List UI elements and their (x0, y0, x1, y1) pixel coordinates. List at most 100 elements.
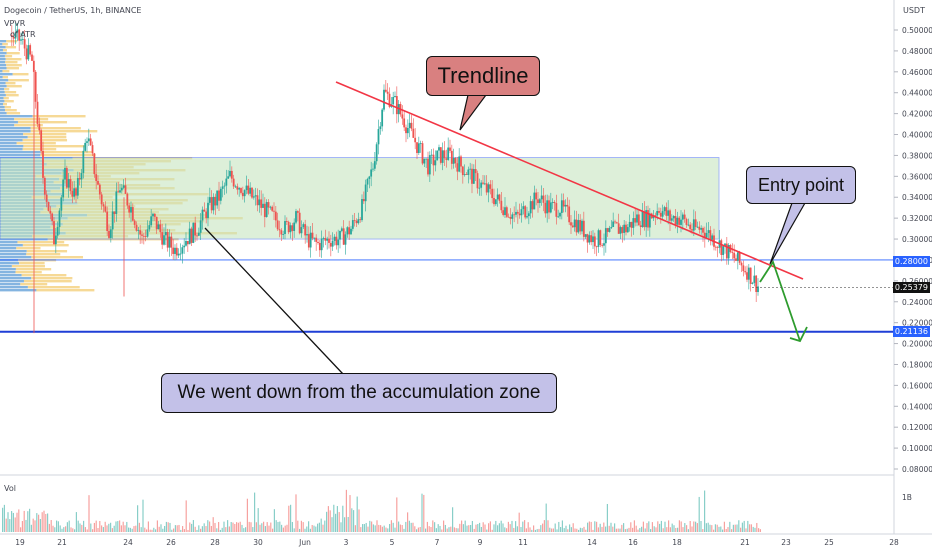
volume-bar (52, 525, 54, 532)
vpvr-bar-blue (0, 253, 27, 256)
vpvr-bar-blue (0, 154, 41, 157)
volume-bar (698, 496, 700, 532)
candle-body (724, 243, 726, 247)
candle-body (152, 213, 154, 217)
volume-bar (117, 521, 119, 532)
volume-bar (540, 525, 542, 532)
candle-body (436, 150, 439, 161)
candle-body (702, 228, 704, 233)
candle-body (670, 218, 673, 221)
candle-body (720, 240, 723, 255)
volume-bar (3, 504, 5, 532)
candle-body (240, 188, 242, 193)
candle-body (251, 187, 253, 198)
volume-bar (691, 526, 693, 532)
candle-body (548, 200, 550, 213)
volume-bar (455, 528, 457, 532)
volume-bar (236, 522, 238, 532)
volume-bar (448, 527, 450, 532)
candle-body (18, 29, 21, 41)
volume-bar (678, 520, 680, 532)
volume-bar (696, 523, 698, 532)
indicator-atr[interactable]: of ATR (10, 30, 36, 39)
candle-body (89, 138, 92, 146)
volume-bar (425, 528, 427, 532)
volume-bar (641, 526, 643, 532)
volume-bar (623, 523, 625, 532)
volume-bar (273, 509, 275, 532)
volume-bar (390, 520, 392, 532)
volume-bar (326, 511, 328, 532)
candle-body (76, 178, 79, 196)
candle-body (192, 222, 195, 243)
vpvr-bar-yellow (31, 277, 73, 280)
volume-bar (452, 507, 454, 532)
volume-bar (151, 529, 153, 532)
candle-body (450, 150, 453, 164)
currency-label[interactable]: USDT (903, 6, 925, 15)
candle-body (274, 211, 277, 221)
candle-body (219, 188, 222, 201)
vpvr-bar-yellow (12, 73, 29, 76)
candle-body (757, 286, 759, 293)
vpvr-bar-yellow (32, 115, 86, 118)
candle-body (452, 158, 455, 164)
volume-bar (401, 525, 403, 532)
volume-bar (54, 527, 56, 532)
candle-body (38, 123, 41, 131)
candle-body (626, 227, 629, 233)
volume-bar (635, 525, 637, 532)
candle-body (197, 232, 200, 236)
volume-bar (601, 526, 603, 532)
volume-bar (461, 520, 463, 532)
volume-bar (547, 520, 549, 532)
candle-body (749, 267, 752, 284)
candle-body (685, 218, 688, 225)
trendline-callout: Trendline (426, 56, 540, 96)
volume-title[interactable]: Vol (4, 484, 16, 493)
volume-bar (115, 521, 117, 532)
candle-body (540, 195, 543, 200)
candle-body (348, 227, 351, 235)
vpvr-bar-blue (0, 265, 12, 268)
candle-body (210, 197, 213, 211)
volume-bar (219, 529, 221, 532)
volume-bar (272, 528, 274, 532)
volume-bar (137, 505, 139, 532)
volume-bar (651, 522, 653, 532)
volume-bar (101, 525, 103, 532)
x-tick-label: 26 (166, 538, 176, 547)
candle-body (359, 219, 362, 221)
vpvr-bar-yellow (6, 52, 20, 55)
volume-bar (212, 517, 214, 532)
volume-bar (81, 524, 83, 532)
candle-body (408, 122, 411, 128)
y-tick-label: 0.46000 (902, 68, 932, 77)
candle-body (267, 202, 270, 208)
candle-body (527, 213, 530, 217)
volume-bar (660, 520, 662, 532)
volume-bar (662, 528, 664, 532)
volume-bar (344, 517, 346, 532)
candle-body (258, 199, 261, 206)
candle-body (32, 60, 35, 72)
volume-bar (646, 523, 648, 532)
volume-bar (677, 527, 679, 532)
candle-body (647, 210, 649, 228)
candle-body (91, 145, 94, 154)
volume-bar (110, 522, 112, 532)
vpvr-bar-yellow (27, 286, 80, 289)
candle-body (14, 32, 17, 39)
candle-body (34, 71, 37, 102)
candle-body (538, 199, 541, 204)
volume-bar (245, 527, 247, 532)
volume-bar (297, 520, 299, 532)
candle-body (656, 211, 659, 216)
vpvr-bar-blue (0, 91, 5, 94)
candle-body (344, 234, 347, 245)
x-tick-label: 28 (889, 538, 899, 547)
volume-bar (9, 519, 11, 532)
indicator-vpvr[interactable]: VPVR (4, 19, 26, 28)
candle-body (317, 241, 319, 243)
